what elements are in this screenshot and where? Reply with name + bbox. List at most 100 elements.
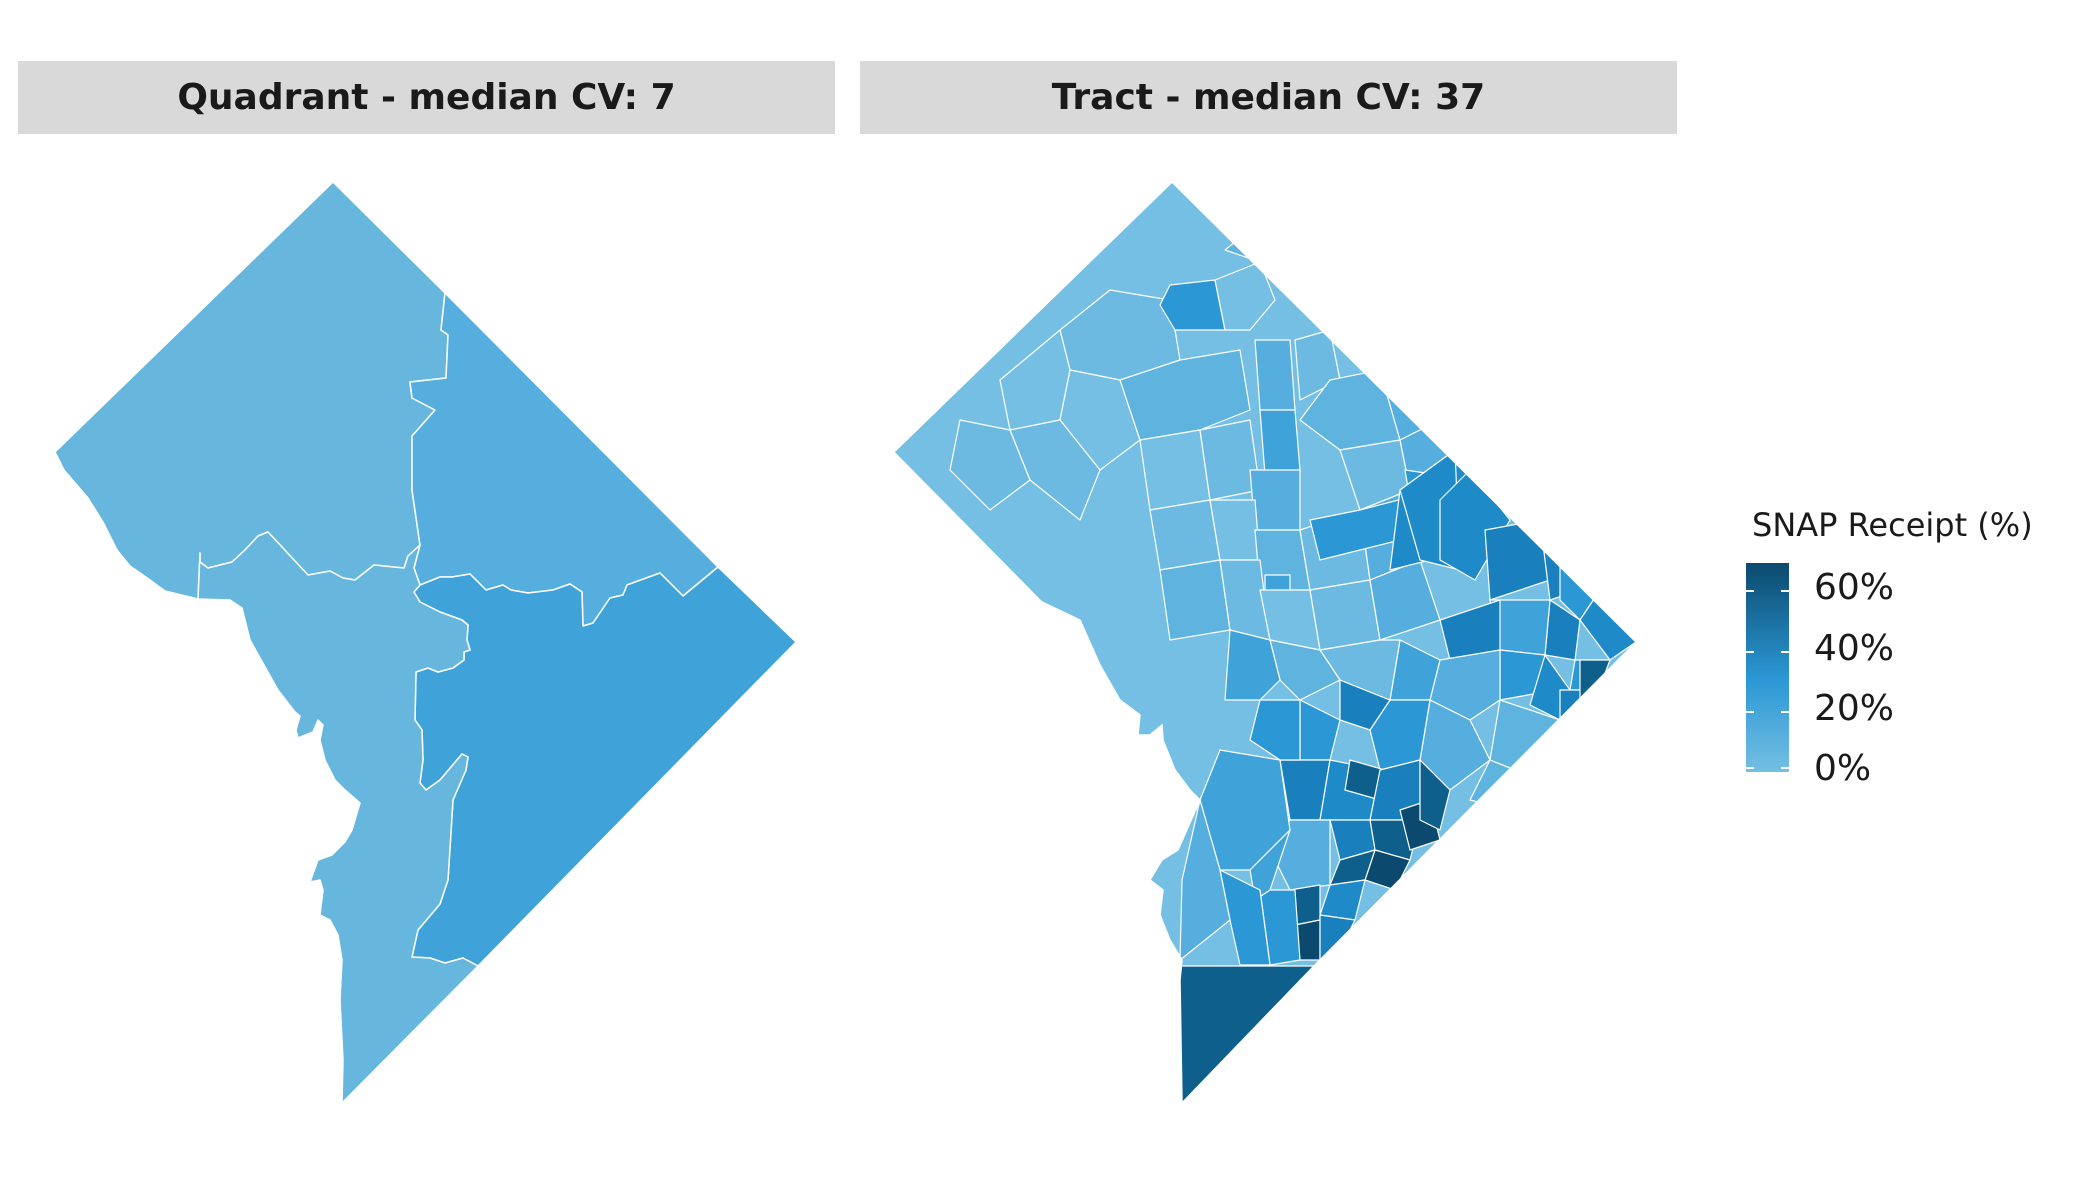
quadrant-nw — [54, 181, 449, 600]
facet-strip-tract: Tract - median CV: 37 — [860, 61, 1677, 134]
tract-e-1 — [1499, 649, 1556, 701]
tract-c-14 — [1369, 559, 1441, 641]
tract-c-13 — [1309, 579, 1381, 651]
tract-s-tip — [1174, 965, 1315, 1103]
tract-e-9 — [1469, 759, 1541, 811]
tract-c-2 — [1199, 419, 1261, 501]
tract-se-18 — [1199, 749, 1291, 871]
tract-se-23 — [1224, 629, 1281, 701]
tract-c-7 — [1264, 574, 1291, 601]
tract-se-9 — [1329, 819, 1376, 861]
tract-se-10 — [1364, 849, 1411, 891]
legend-label-20: 20% — [1814, 688, 1895, 729]
tract-ne-3 — [1309, 469, 1476, 561]
tract-se-16 — [1319, 914, 1356, 961]
tract-se-1 — [1299, 699, 1341, 761]
tract-n-2 — [1214, 261, 1276, 331]
tract-ne-9 — [1539, 519, 1581, 601]
tract-se-3 — [1319, 759, 1381, 821]
tract-c-11 — [1219, 559, 1271, 641]
tract-se-12 — [1269, 819, 1331, 891]
tract-ne-7 — [1439, 469, 1511, 581]
tract-se-11 — [1329, 849, 1376, 886]
tract-e-13 — [1269, 639, 1341, 701]
tract-nw-e — [1009, 419, 1101, 521]
tract-n-8 — [1379, 359, 1441, 441]
tract-e-10 — [1369, 699, 1431, 771]
tract-e-6 — [1429, 649, 1501, 721]
legend-title: SNAP Receipt (%) — [1752, 506, 2033, 544]
tract-e-2 — [1529, 654, 1571, 721]
tract-e-11 — [1339, 679, 1391, 731]
tract-ne-1 — [1439, 399, 1501, 481]
tract-n-3 — [1224, 229, 1261, 263]
tract-ne-5 — [1399, 449, 1491, 571]
facet-title-quadrant: Quadrant - median CV: 7 — [177, 77, 676, 118]
tract-ne-10 — [1559, 564, 1601, 621]
tract-nw-d — [1059, 369, 1141, 471]
facet-strip-quadrant: Quadrant - median CV: 7 — [18, 61, 835, 134]
tract-c-9 — [1359, 489, 1421, 581]
tract-nw-a — [1059, 289, 1181, 381]
tract-se-13 — [1319, 879, 1366, 921]
tract-n-5 — [1259, 409, 1301, 476]
tract-se-6 — [1369, 819, 1421, 861]
legend-gradient-bar — [1746, 563, 1789, 772]
tract-se-21 — [1179, 799, 1231, 961]
tract-se-17 — [1259, 889, 1301, 966]
tract-se-5 — [1369, 759, 1421, 821]
tract-se-8 — [1419, 759, 1451, 831]
tract-n-10 — [1399, 419, 1471, 491]
tract-n-6 — [1294, 329, 1341, 401]
tract-e-3 — [1559, 689, 1591, 721]
tract-ne-14 — [1489, 599, 1551, 656]
tract-e-5 — [1489, 699, 1561, 781]
tract-se-4 — [1344, 759, 1386, 801]
legend-label-60: 60% — [1814, 567, 1895, 608]
tract-nw-b — [999, 329, 1071, 431]
legend-label-0: 0% — [1814, 748, 1872, 789]
tract-c-1 — [1139, 429, 1211, 511]
tract-se-15 — [1294, 919, 1321, 961]
tract-se-14 — [1289, 884, 1321, 926]
tract-nw-c — [949, 419, 1031, 511]
tract-region-west — [894, 182, 1636, 1103]
tract-ne-4 — [1389, 449, 1461, 571]
tract-ne-8 — [1484, 519, 1551, 601]
tract-se-22 — [1249, 699, 1301, 761]
quadrant-sw — [197, 531, 479, 1104]
tract-ne-6 — [1454, 449, 1501, 571]
quadrant-se — [411, 566, 797, 967]
legend-label-40: 40% — [1814, 628, 1895, 669]
facet-title-tract: Tract - median CV: 37 — [1051, 77, 1486, 118]
tract-nw-f — [1119, 349, 1251, 441]
tract-ne-13 — [1569, 659, 1611, 691]
tract-e-8 — [1419, 699, 1491, 791]
tract-ne-2 — [1409, 469, 1481, 561]
tract-ne-11 — [1544, 599, 1581, 661]
tract-e-12 — [1319, 639, 1401, 701]
tract-n-4 — [1254, 339, 1296, 411]
dc-outline — [893, 180, 1638, 1105]
tract-se-7 — [1399, 799, 1441, 851]
tract-c-3 — [1249, 469, 1301, 531]
tract-n-1 — [1159, 279, 1226, 331]
tract-e-4 — [1579, 659, 1611, 701]
tract-se-2 — [1279, 759, 1331, 821]
tract-se-19 — [1249, 829, 1291, 901]
tract-c-4 — [1149, 499, 1221, 571]
tract-c-12 — [1259, 589, 1321, 651]
tract-c-10 — [1159, 559, 1231, 641]
tract-c-8 — [1299, 509, 1371, 591]
tract-c-5 — [1209, 499, 1261, 561]
tract-c-6 — [1254, 529, 1311, 591]
tract-se-20 — [1219, 869, 1271, 966]
tract-ne-15 — [1439, 599, 1501, 661]
tract-e-7 — [1389, 639, 1441, 701]
tract-n-9 — [1339, 439, 1411, 511]
tract-ne-12 — [1579, 589, 1636, 661]
tract-n-7 — [1299, 369, 1401, 451]
